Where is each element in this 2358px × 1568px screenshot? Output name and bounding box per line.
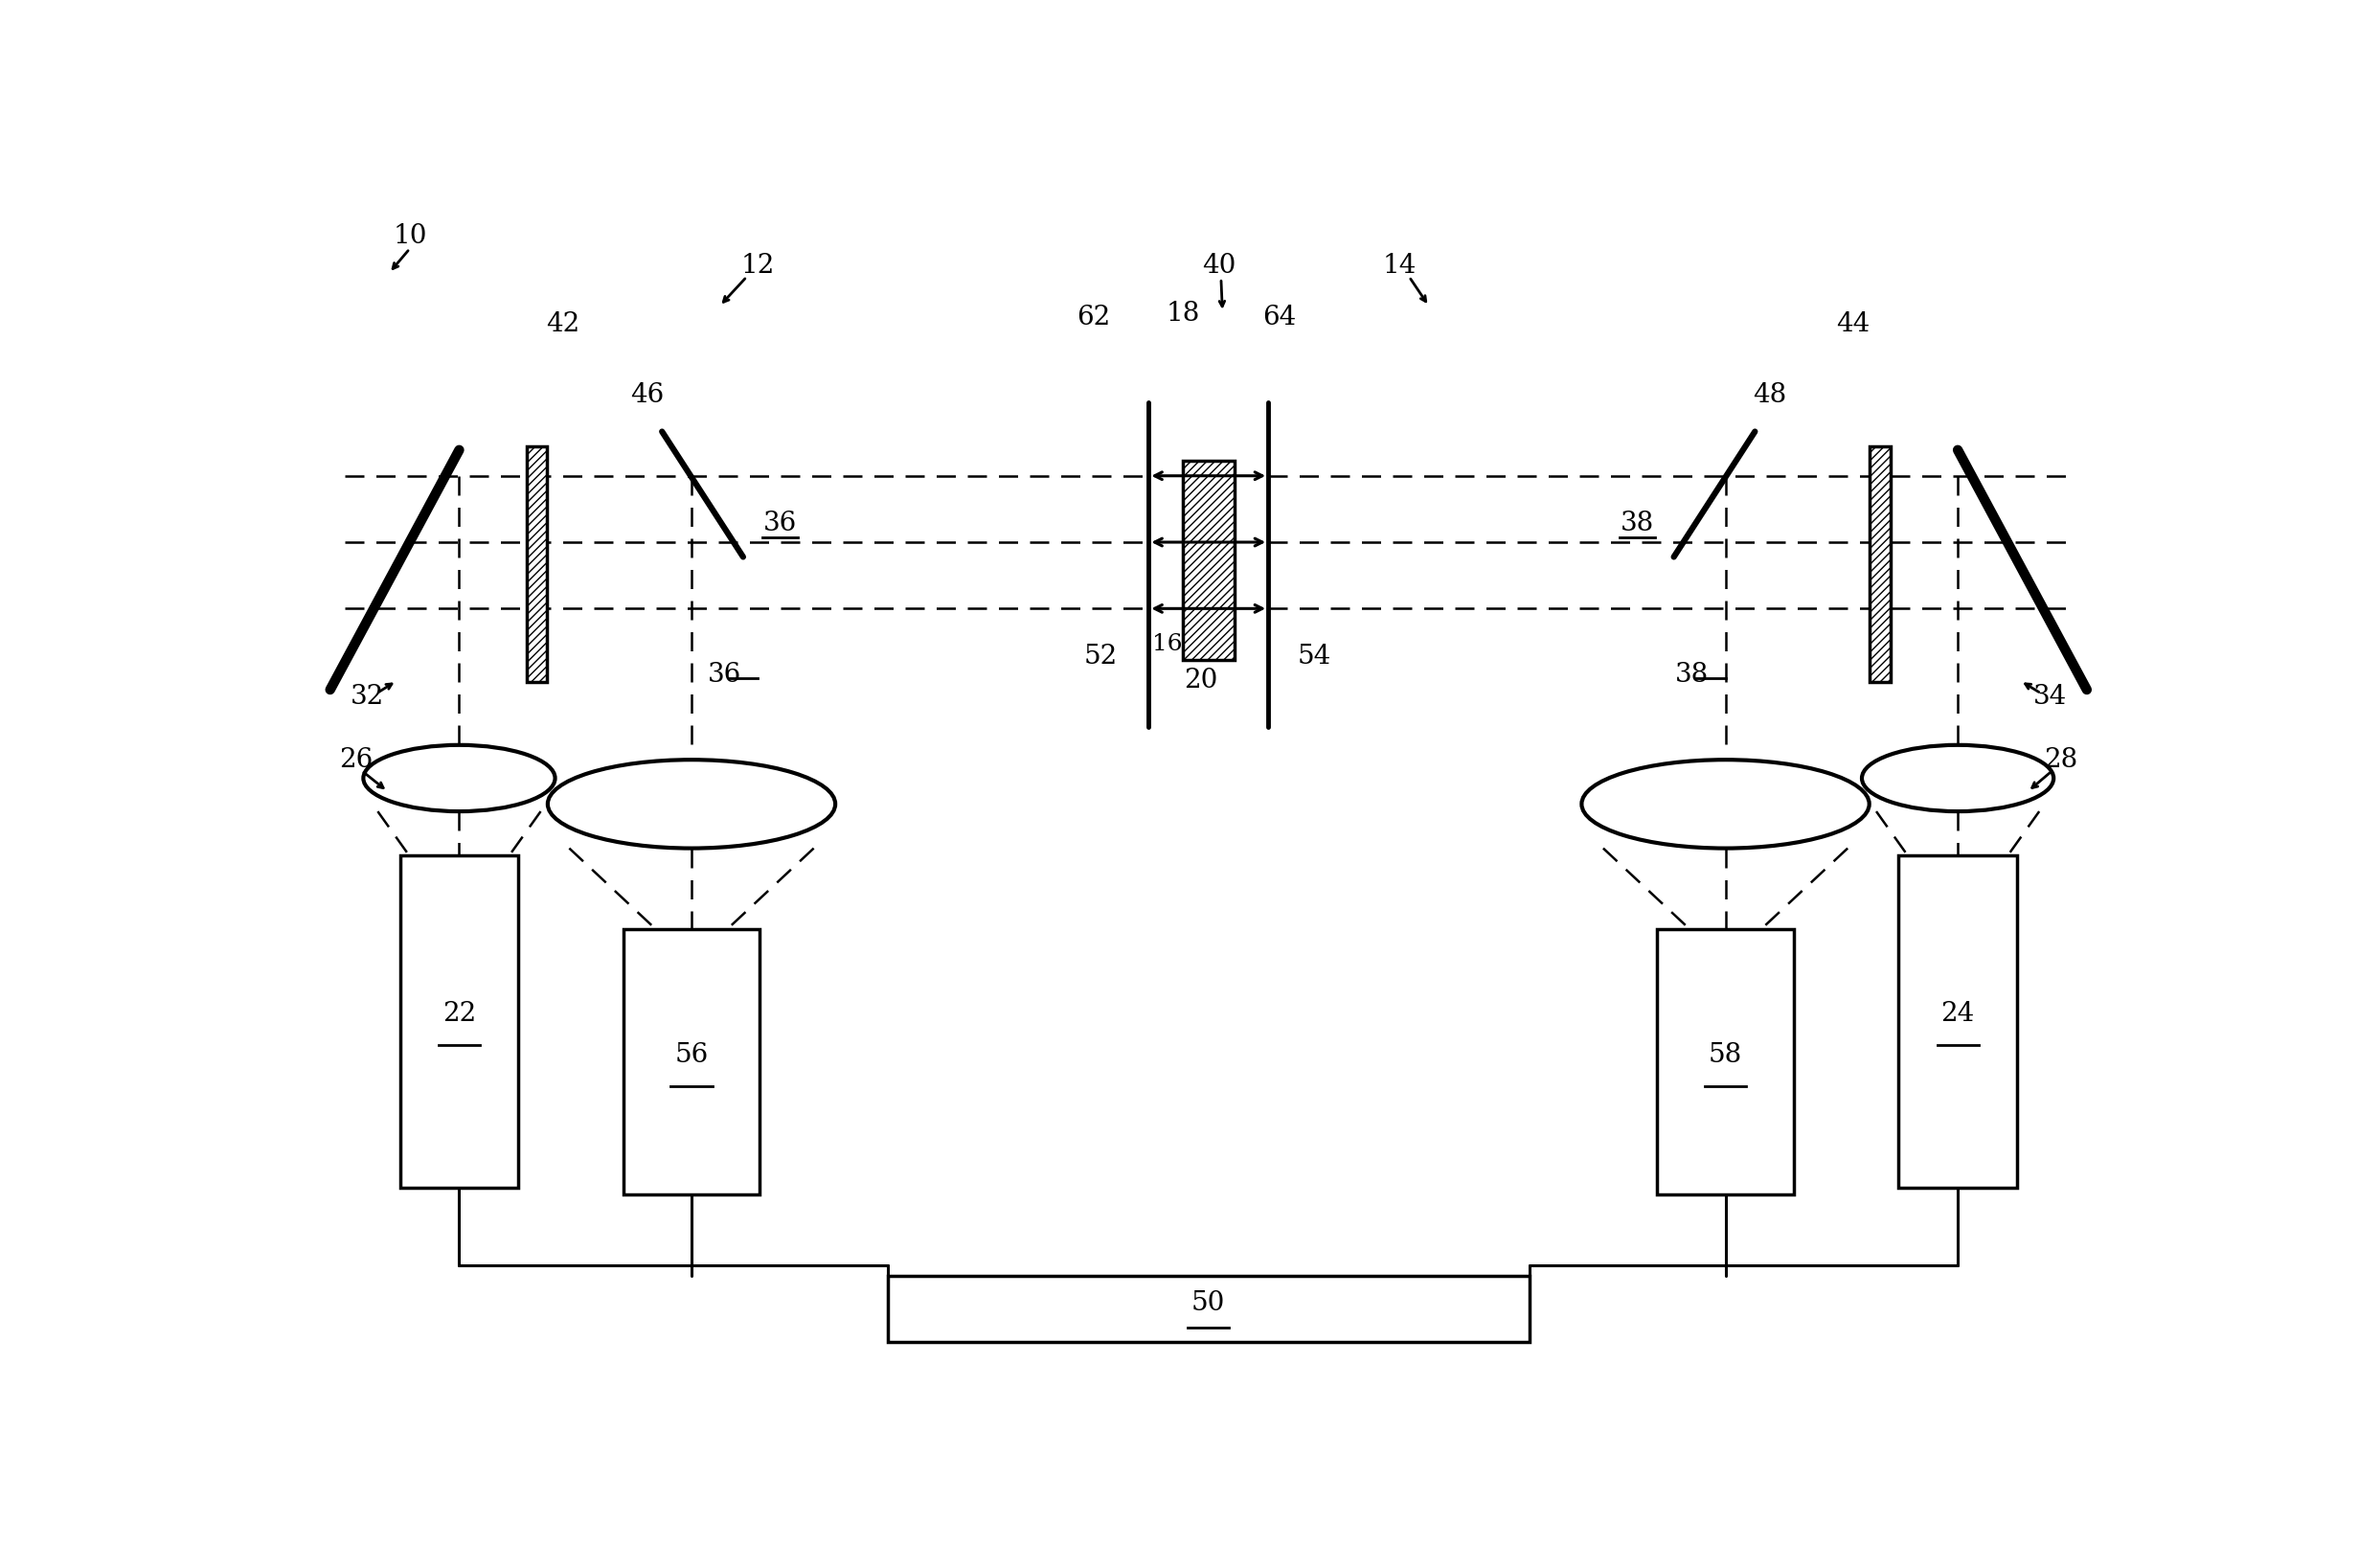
Bar <box>1658 930 1794 1195</box>
Text: 18: 18 <box>1165 301 1200 326</box>
Ellipse shape <box>1582 760 1870 848</box>
Text: 20: 20 <box>1184 668 1219 693</box>
Text: 48: 48 <box>1752 381 1787 408</box>
Text: 16: 16 <box>1153 633 1181 655</box>
Text: 34: 34 <box>2033 684 2068 710</box>
Text: 50: 50 <box>1191 1290 1226 1316</box>
Bar <box>1898 856 2016 1187</box>
Text: 44: 44 <box>1837 312 1870 337</box>
Text: 10: 10 <box>394 223 427 249</box>
Text: 40: 40 <box>1203 252 1236 279</box>
Text: 14: 14 <box>1382 252 1417 279</box>
Ellipse shape <box>1863 745 2054 811</box>
Bar <box>1184 461 1233 660</box>
Text: 58: 58 <box>1710 1041 1743 1068</box>
Bar <box>1870 447 1891 682</box>
Text: 56: 56 <box>674 1041 707 1068</box>
Bar <box>526 447 547 682</box>
Text: 38: 38 <box>1677 662 1710 688</box>
Text: 64: 64 <box>1262 304 1297 331</box>
Text: 22: 22 <box>443 1002 476 1027</box>
Text: 12: 12 <box>740 252 776 279</box>
Text: 24: 24 <box>1941 1002 1974 1027</box>
Ellipse shape <box>363 745 554 811</box>
Text: 26: 26 <box>340 746 373 773</box>
Bar <box>623 930 759 1195</box>
Text: 42: 42 <box>545 312 580 337</box>
Text: 32: 32 <box>349 684 384 710</box>
Text: 52: 52 <box>1085 643 1118 670</box>
Text: 36: 36 <box>764 511 797 536</box>
Bar <box>1870 447 1891 682</box>
Ellipse shape <box>547 760 835 848</box>
Bar <box>401 856 519 1187</box>
Text: 62: 62 <box>1078 304 1111 331</box>
Bar <box>1184 461 1233 660</box>
Bar <box>526 447 547 682</box>
Bar <box>887 1276 1530 1342</box>
Text: 54: 54 <box>1297 643 1332 670</box>
Text: 38: 38 <box>1620 511 1653 536</box>
Text: 36: 36 <box>707 662 740 688</box>
Text: 46: 46 <box>630 381 665 408</box>
Text: 28: 28 <box>2044 746 2077 773</box>
